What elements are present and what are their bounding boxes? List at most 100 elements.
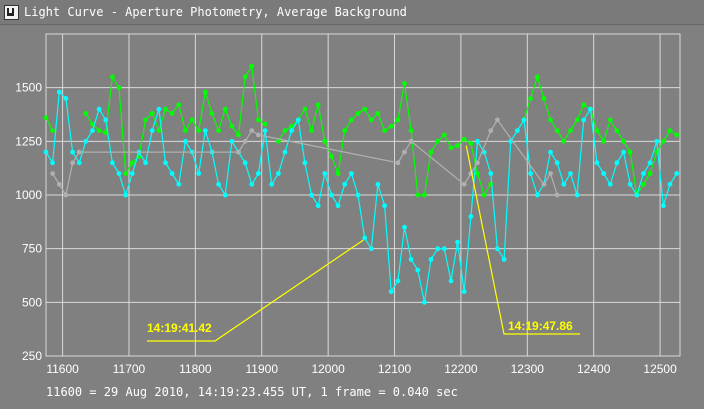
data-point — [634, 192, 640, 198]
data-point — [329, 154, 334, 159]
annotation-label-1: 14:19:41.42 — [147, 321, 212, 335]
series-line — [523, 74, 678, 197]
data-point — [641, 181, 646, 187]
data-point — [422, 192, 427, 198]
x-tick-label: 11700 — [113, 362, 146, 376]
data-point — [561, 138, 567, 144]
data-point — [368, 117, 374, 123]
data-point — [315, 203, 321, 209]
data-point — [548, 117, 553, 123]
data-point — [408, 128, 414, 134]
window-titlebar: Light Curve - Aperture Photometry, Avera… — [0, 0, 704, 25]
graph-window-icon[interactable] — [4, 5, 19, 20]
data-point — [627, 149, 633, 155]
series-line — [45, 90, 678, 303]
data-point — [176, 181, 182, 187]
data-point — [607, 117, 613, 123]
data-point — [189, 117, 195, 123]
data-point — [116, 171, 122, 176]
data-point — [103, 130, 109, 136]
data-point — [156, 128, 162, 134]
data-point — [614, 160, 620, 166]
data-point — [163, 106, 168, 112]
data-point — [196, 171, 202, 176]
data-point — [588, 106, 593, 112]
data-point — [183, 128, 188, 134]
data-point — [315, 102, 321, 108]
data-point — [402, 81, 407, 86]
data-point — [202, 128, 208, 134]
data-point — [236, 149, 241, 155]
data-point — [554, 128, 560, 134]
data-point — [515, 128, 520, 134]
data-point — [594, 160, 600, 166]
series-2 — [50, 117, 560, 198]
data-point — [375, 181, 381, 187]
data-point — [568, 128, 573, 134]
data-point — [116, 85, 122, 91]
data-point — [349, 117, 354, 123]
annotation-leader-2 — [465, 145, 580, 335]
data-point — [654, 138, 660, 144]
y-tick-label: 1250 — [15, 134, 42, 148]
data-point — [468, 141, 474, 146]
data-point — [76, 149, 82, 155]
data-point — [123, 192, 129, 198]
data-point — [43, 149, 49, 155]
data-point — [169, 171, 175, 176]
data-point — [528, 171, 533, 176]
data-point — [242, 74, 248, 80]
x-tick-label: 12400 — [577, 362, 611, 376]
data-point — [395, 117, 401, 123]
data-point — [143, 160, 149, 166]
x-tick-label: 12300 — [511, 362, 545, 376]
data-point — [262, 128, 268, 134]
data-point — [382, 203, 387, 209]
data-point — [256, 171, 261, 176]
time-reference-footer: 11600 = 29 Aug 2010, 14:19:23.455 UT, 1 … — [46, 385, 458, 399]
data-point — [435, 246, 441, 252]
data-point — [295, 117, 301, 123]
data-point — [96, 106, 102, 112]
data-point — [561, 181, 567, 187]
data-point — [461, 136, 467, 142]
data-point — [395, 160, 401, 166]
data-point — [83, 111, 89, 116]
data-point — [302, 160, 308, 166]
series-0 — [43, 63, 680, 198]
data-point — [548, 171, 553, 176]
data-point — [661, 138, 666, 144]
data-point — [355, 111, 361, 116]
data-point — [501, 257, 507, 262]
data-point — [43, 115, 49, 121]
data-point — [110, 160, 115, 166]
data-point — [355, 192, 361, 198]
data-point — [674, 171, 680, 176]
data-point — [362, 235, 368, 241]
data-point — [475, 171, 480, 176]
data-point — [309, 128, 314, 134]
data-point — [249, 128, 255, 134]
data-point — [329, 192, 334, 198]
data-point — [428, 257, 434, 262]
data-point — [229, 123, 235, 129]
data-point — [149, 128, 155, 134]
data-point — [96, 128, 102, 134]
data-point — [56, 181, 62, 187]
data-point — [647, 171, 653, 176]
data-point — [488, 128, 494, 134]
x-tick-label: 12100 — [378, 362, 412, 376]
data-point — [448, 145, 454, 151]
data-point — [415, 192, 421, 198]
data-point — [269, 181, 275, 187]
data-point — [541, 96, 547, 101]
x-tick-label: 12000 — [311, 362, 345, 376]
data-point — [50, 171, 55, 176]
data-point — [621, 138, 626, 144]
data-point — [236, 132, 241, 138]
data-point — [495, 246, 500, 252]
data-point — [627, 181, 633, 187]
data-point — [302, 106, 308, 112]
data-point — [242, 160, 248, 166]
data-point — [282, 128, 288, 134]
